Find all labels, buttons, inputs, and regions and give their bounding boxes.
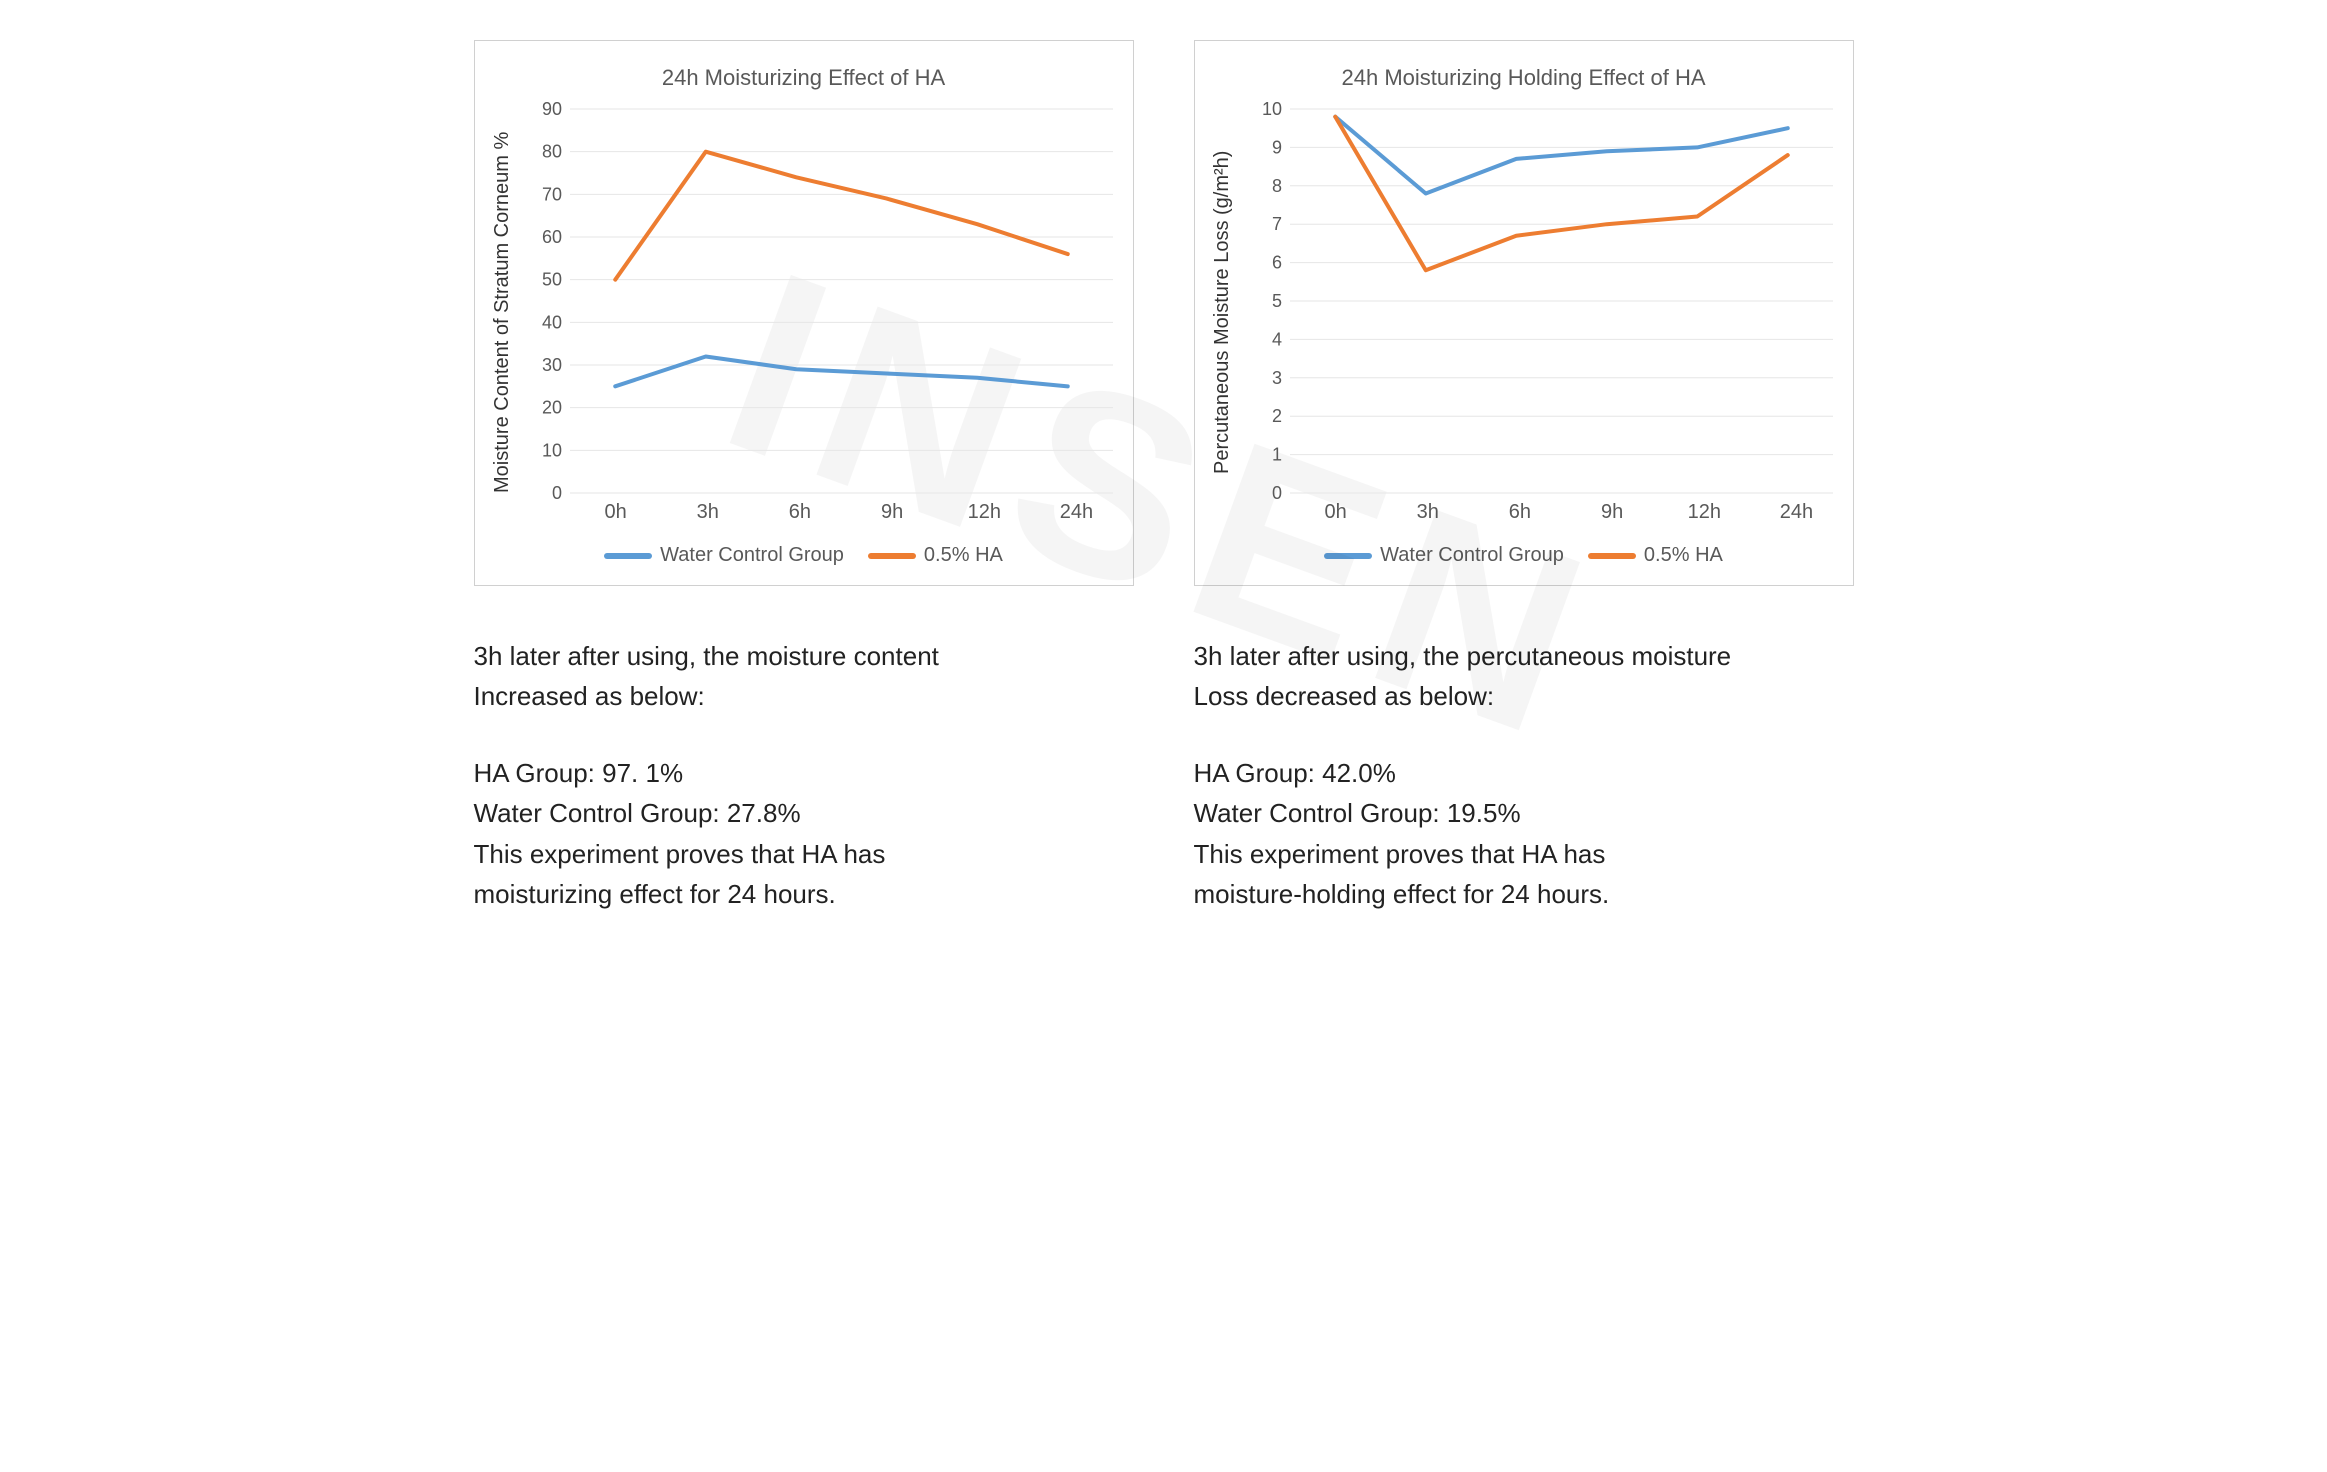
legend-item: 0.5% HA <box>868 544 1003 567</box>
chart-right-xaxis: 0h3h6h9h12h24h <box>1290 501 1843 524</box>
svg-text:9: 9 <box>1271 137 1281 157</box>
caption-left-line: This experiment proves that HA has <box>474 834 1134 874</box>
x-tick-label: 12h <box>938 501 1030 524</box>
x-tick-label: 6h <box>754 501 846 524</box>
left-column: 24h Moisturizing Effect of HA Moisture C… <box>474 40 1134 914</box>
chart-left-title: 24h Moisturizing Effect of HA <box>485 65 1123 91</box>
caption-right: 3h later after using, the percutaneous m… <box>1194 636 1854 914</box>
caption-right-line: Loss decreased as below: <box>1194 676 1854 716</box>
chart-left: 24h Moisturizing Effect of HA Moisture C… <box>474 40 1134 586</box>
chart-right-plot: 0 1 2 3 4 5 6 7 8 9 10 <box>1240 101 1843 501</box>
svg-text:40: 40 <box>541 312 561 332</box>
legend-item: Water Control Group <box>604 544 844 567</box>
caption-right-line: moisture-holding effect for 24 hours. <box>1194 874 1854 914</box>
x-tick-label: 0h <box>570 501 662 524</box>
svg-text:50: 50 <box>541 270 561 290</box>
legend-swatch <box>868 553 916 559</box>
svg-text:7: 7 <box>1271 214 1281 234</box>
chart-right: 24h Moisturizing Holding Effect of HA Pe… <box>1194 40 1854 586</box>
svg-text:70: 70 <box>541 184 561 204</box>
right-column: 24h Moisturizing Holding Effect of HA Pe… <box>1194 40 1854 914</box>
svg-text:1: 1 <box>1271 445 1281 465</box>
chart-right-ylabel: Percutaneous Moisture Loss (g/m²h) <box>1205 101 1240 524</box>
x-tick-label: 12h <box>1658 501 1750 524</box>
svg-text:0: 0 <box>551 483 561 501</box>
caption-left: 3h later after using, the moisture conte… <box>474 636 1134 914</box>
x-tick-label: 9h <box>1566 501 1658 524</box>
x-tick-label: 0h <box>1290 501 1382 524</box>
legend-item: Water Control Group <box>1324 544 1564 567</box>
legend-item: 0.5% HA <box>1588 544 1723 567</box>
svg-text:60: 60 <box>541 227 561 247</box>
svg-text:8: 8 <box>1271 176 1281 196</box>
svg-text:10: 10 <box>1261 101 1281 119</box>
x-tick-label: 9h <box>846 501 938 524</box>
svg-text:20: 20 <box>541 398 561 418</box>
x-tick-label: 3h <box>1382 501 1474 524</box>
svg-text:30: 30 <box>541 355 561 375</box>
chart-left-ylabel: Moisture Content of Stratum Corneum % <box>485 101 520 524</box>
legend-swatch <box>604 553 652 559</box>
legend-swatch <box>1324 553 1372 559</box>
caption-right-line: 3h later after using, the percutaneous m… <box>1194 636 1854 676</box>
caption-left-line: 3h later after using, the moisture conte… <box>474 636 1134 676</box>
x-tick-label: 24h <box>1750 501 1842 524</box>
x-tick-label: 6h <box>1474 501 1566 524</box>
chart-right-title: 24h Moisturizing Holding Effect of HA <box>1205 65 1843 91</box>
legend-swatch <box>1588 553 1636 559</box>
svg-text:80: 80 <box>541 142 561 162</box>
legend-label: Water Control Group <box>660 544 844 567</box>
legend-label: 0.5% HA <box>1644 544 1723 567</box>
caption-left-line: Increased as below: <box>474 676 1134 716</box>
caption-left-line: moisturizing effect for 24 hours. <box>474 874 1134 914</box>
svg-text:0: 0 <box>1271 483 1281 501</box>
svg-text:5: 5 <box>1271 291 1281 311</box>
legend-label: 0.5% HA <box>924 544 1003 567</box>
caption-right-line: HA Group: 42.0% <box>1194 753 1854 793</box>
svg-text:2: 2 <box>1271 406 1281 426</box>
chart-right-legend: Water Control Group 0.5% HA <box>1205 524 1843 585</box>
caption-left-line: HA Group: 97. 1% <box>474 753 1134 793</box>
caption-left-line: Water Control Group: 27.8% <box>474 793 1134 833</box>
caption-right-line: This experiment proves that HA has <box>1194 834 1854 874</box>
x-tick-label: 24h <box>1030 501 1122 524</box>
svg-text:6: 6 <box>1271 253 1281 273</box>
svg-text:4: 4 <box>1271 329 1281 349</box>
caption-right-line: Water Control Group: 19.5% <box>1194 793 1854 833</box>
svg-text:10: 10 <box>541 440 561 460</box>
charts-row: 24h Moisturizing Effect of HA Moisture C… <box>40 40 2287 914</box>
chart-left-plot: 0 10 20 30 40 50 60 70 80 90 <box>520 101 1123 501</box>
chart-left-legend: Water Control Group 0.5% HA <box>485 524 1123 585</box>
svg-text:3: 3 <box>1271 368 1281 388</box>
svg-text:90: 90 <box>541 101 561 119</box>
x-tick-label: 3h <box>662 501 754 524</box>
legend-label: Water Control Group <box>1380 544 1564 567</box>
chart-left-xaxis: 0h3h6h9h12h24h <box>570 501 1123 524</box>
